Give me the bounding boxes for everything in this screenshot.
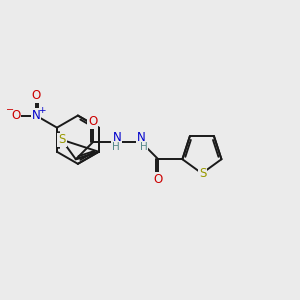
Text: S: S xyxy=(199,167,206,180)
Text: H: H xyxy=(140,142,147,152)
Text: O: O xyxy=(154,173,163,186)
Text: S: S xyxy=(58,134,66,146)
Text: H: H xyxy=(112,142,119,152)
Text: O: O xyxy=(11,109,20,122)
Text: N: N xyxy=(137,130,146,144)
Text: −: − xyxy=(6,105,14,115)
Text: N: N xyxy=(113,130,122,144)
Text: +: + xyxy=(38,106,45,115)
Text: O: O xyxy=(32,89,41,102)
Text: O: O xyxy=(88,115,98,128)
Text: N: N xyxy=(32,109,40,122)
